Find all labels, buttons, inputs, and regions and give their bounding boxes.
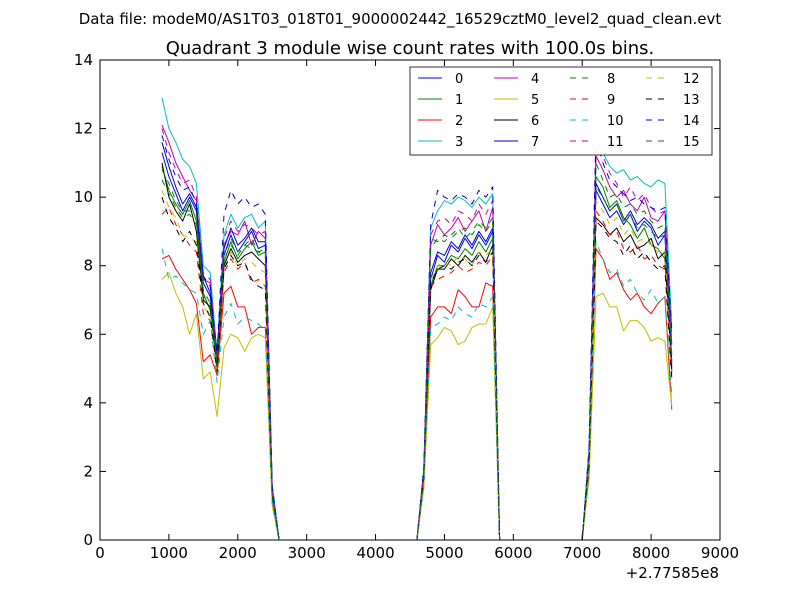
x-axis-tick-labels: 0 1000 2000 3000 4000 5000 6000 7000 8000 9000 xyxy=(95,544,739,562)
series-line-2 xyxy=(161,248,673,540)
x-tick-label: 8000 xyxy=(632,544,670,562)
legend-label-14: 14 xyxy=(683,114,700,129)
x-tick-label: 1000 xyxy=(150,544,188,562)
x-tick-label: 5000 xyxy=(425,544,463,562)
legend-box xyxy=(409,66,713,156)
axis-ticks xyxy=(99,59,721,541)
series-line-10 xyxy=(161,241,673,540)
legend-label-13: 13 xyxy=(683,93,700,108)
y-tick-label: 2 xyxy=(83,462,93,480)
y-tick-label: 6 xyxy=(83,325,93,343)
x-tick-label: 7000 xyxy=(563,544,601,562)
series-line-5 xyxy=(161,272,673,540)
legend-label-7: 7 xyxy=(531,135,539,150)
legend-label-4: 4 xyxy=(531,72,539,87)
legend-label-2: 2 xyxy=(455,114,463,129)
legend-label-3: 3 xyxy=(455,135,463,150)
legend-label-6: 6 xyxy=(531,114,539,129)
suptitle: Data file: modeM0/AS1T03_018T01_90000024… xyxy=(79,10,722,29)
y-tick-label: 14 xyxy=(74,51,93,69)
legend-label-11: 11 xyxy=(607,135,624,150)
x-offset-label: +2.77585e8 xyxy=(626,564,719,582)
series-group xyxy=(161,97,673,540)
series-line-12 xyxy=(161,190,673,540)
legend-label-5: 5 xyxy=(531,93,539,108)
x-tick-label: 9000 xyxy=(701,544,739,562)
y-tick-label: 4 xyxy=(83,394,93,412)
legend-label-15: 15 xyxy=(683,135,700,150)
y-tick-label: 0 xyxy=(83,531,93,549)
legend-label-0: 0 xyxy=(455,72,463,87)
series-line-15 xyxy=(161,179,673,540)
series-line-4 xyxy=(161,124,673,540)
x-tick-label: 2000 xyxy=(219,544,257,562)
legend-label-10: 10 xyxy=(607,114,624,129)
x-tick-label: 0 xyxy=(95,544,105,562)
series-line-8 xyxy=(161,162,673,540)
legend-label-12: 12 xyxy=(683,72,700,87)
x-tick-label: 3000 xyxy=(288,544,326,562)
legend-label-1: 1 xyxy=(455,93,463,108)
x-tick-label: 6000 xyxy=(494,544,532,562)
y-tick-label: 8 xyxy=(83,257,93,275)
y-axis-tick-labels: 0 2 4 6 8 10 12 14 xyxy=(74,51,93,549)
x-tick-label: 4000 xyxy=(356,544,394,562)
series-line-7 xyxy=(161,142,673,540)
legend-label-9: 9 xyxy=(607,93,615,108)
chart-title: Quadrant 3 module wise count rates with … xyxy=(166,38,655,59)
plot-frame xyxy=(99,59,721,541)
y-tick-label: 12 xyxy=(74,120,93,138)
legend-label-8: 8 xyxy=(607,72,615,87)
y-tick-label: 10 xyxy=(74,188,93,206)
series-line-14 xyxy=(161,135,673,540)
